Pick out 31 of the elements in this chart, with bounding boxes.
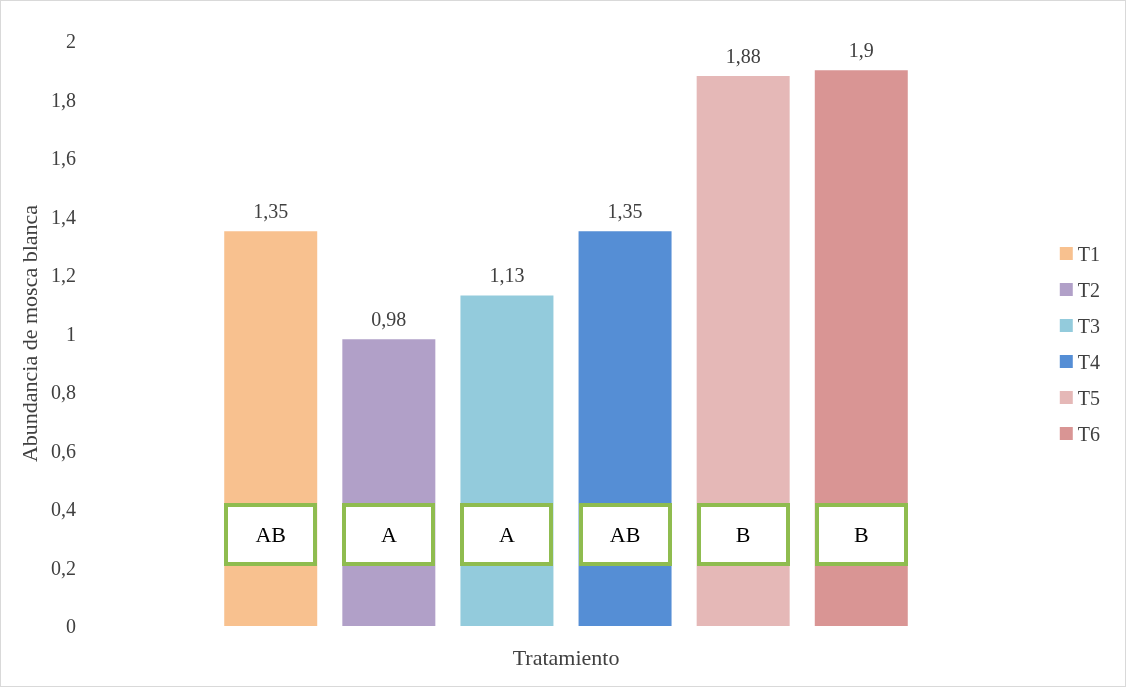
data-label: 1,35 bbox=[253, 200, 289, 223]
letter-box: A bbox=[460, 503, 554, 566]
letter-box: B bbox=[814, 503, 908, 566]
legend-label: T4 bbox=[1077, 350, 1100, 373]
legend-label: T3 bbox=[1077, 314, 1100, 337]
y-tick-label: 0,2 bbox=[51, 556, 76, 579]
data-label: 1,13 bbox=[489, 264, 525, 287]
y-tick-label: 2 bbox=[66, 30, 76, 52]
data-label: 0,98 bbox=[371, 308, 407, 331]
letter-box: AB bbox=[578, 503, 672, 566]
y-tick-label: 0,4 bbox=[51, 498, 76, 520]
y-tick-label: 0,6 bbox=[51, 439, 76, 462]
y-tick-label: 1,6 bbox=[51, 147, 76, 169]
data-label: 1,9 bbox=[848, 39, 874, 62]
y-tick-label: 1,4 bbox=[51, 205, 76, 228]
y-tick-label: 0 bbox=[66, 615, 76, 637]
x-axis-title: Tratamiento bbox=[512, 644, 620, 670]
legend-label: T1 bbox=[1077, 242, 1100, 265]
y-tick-label: 0,8 bbox=[51, 381, 76, 403]
letter-box: AB bbox=[224, 503, 318, 566]
y-tick-label: 1,8 bbox=[51, 88, 76, 111]
legend-label: T2 bbox=[1077, 278, 1100, 301]
y-tick-label: 1,2 bbox=[51, 264, 76, 286]
data-label: 1,35 bbox=[607, 200, 643, 223]
letter-box: B bbox=[696, 503, 790, 566]
data-label: 1,88 bbox=[725, 45, 761, 68]
legend-label: T5 bbox=[1077, 386, 1100, 409]
letter-box: A bbox=[342, 503, 436, 566]
y-axis-title: Abundancia de mosca blanca bbox=[16, 204, 42, 463]
legend-label: T6 bbox=[1077, 422, 1100, 445]
y-tick-label: 1 bbox=[66, 322, 76, 345]
